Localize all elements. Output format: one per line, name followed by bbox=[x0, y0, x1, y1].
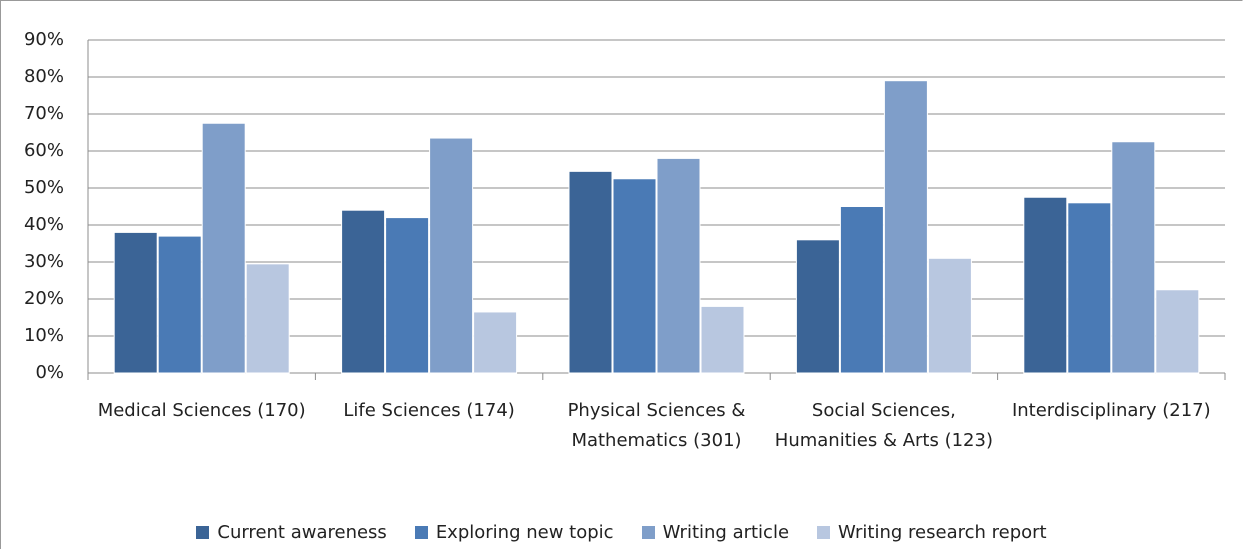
legend-swatch bbox=[641, 526, 655, 539]
bar bbox=[612, 178, 657, 374]
bar bbox=[245, 263, 290, 374]
bar bbox=[1155, 289, 1200, 374]
bar bbox=[341, 209, 386, 374]
legend-item: Writing research report bbox=[817, 522, 1047, 543]
y-tick-label: 20% bbox=[24, 288, 64, 309]
bar bbox=[1111, 141, 1156, 374]
bar bbox=[201, 122, 246, 374]
bar bbox=[1067, 202, 1112, 374]
x-tick-label: Medical Sciences (170) bbox=[97, 400, 306, 421]
legend-label: Writing article bbox=[662, 522, 790, 543]
y-tick-label: 0% bbox=[35, 362, 64, 383]
x-tick-label: Physical Sciences & Mathematics (301) bbox=[567, 400, 746, 451]
bar bbox=[473, 311, 518, 374]
x-tick-label: Life Sciences (174) bbox=[343, 400, 515, 421]
y-tick-label: 10% bbox=[24, 325, 64, 346]
y-tick-label: 40% bbox=[24, 214, 64, 235]
y-tick-label: 50% bbox=[24, 177, 64, 198]
bar bbox=[568, 170, 613, 374]
bar bbox=[385, 217, 430, 374]
legend-item: Current awareness bbox=[196, 522, 387, 543]
legend-label: Writing research report bbox=[838, 522, 1047, 543]
legend-label: Exploring new topic bbox=[435, 522, 614, 543]
bar bbox=[429, 137, 474, 374]
bar bbox=[795, 239, 840, 374]
legend: Current awareness Exploring new topic Writ… bbox=[0, 522, 1243, 543]
y-tick-label: 90% bbox=[24, 29, 64, 50]
bar bbox=[113, 231, 158, 374]
bar bbox=[927, 257, 972, 374]
bar bbox=[700, 305, 745, 374]
x-tick-label: Interdisciplinary (217) bbox=[1011, 400, 1211, 421]
legend-label: Current awareness bbox=[217, 522, 387, 543]
x-tick-label: Social Sciences, Humanities & Arts (123) bbox=[774, 400, 993, 451]
bar bbox=[883, 80, 928, 374]
legend-swatch bbox=[196, 526, 210, 539]
y-tick-label: 70% bbox=[24, 103, 64, 124]
bar bbox=[839, 206, 884, 374]
y-tick-label: 30% bbox=[24, 251, 64, 272]
bar bbox=[157, 235, 202, 374]
bar bbox=[656, 157, 701, 374]
legend-swatch bbox=[817, 526, 831, 539]
y-tick-label: 60% bbox=[24, 140, 64, 161]
bar bbox=[1023, 196, 1068, 374]
legend-swatch bbox=[414, 526, 428, 539]
legend-item: Exploring new topic bbox=[414, 522, 614, 543]
legend-item: Writing article bbox=[641, 522, 790, 543]
y-tick-label: 80% bbox=[24, 66, 64, 87]
